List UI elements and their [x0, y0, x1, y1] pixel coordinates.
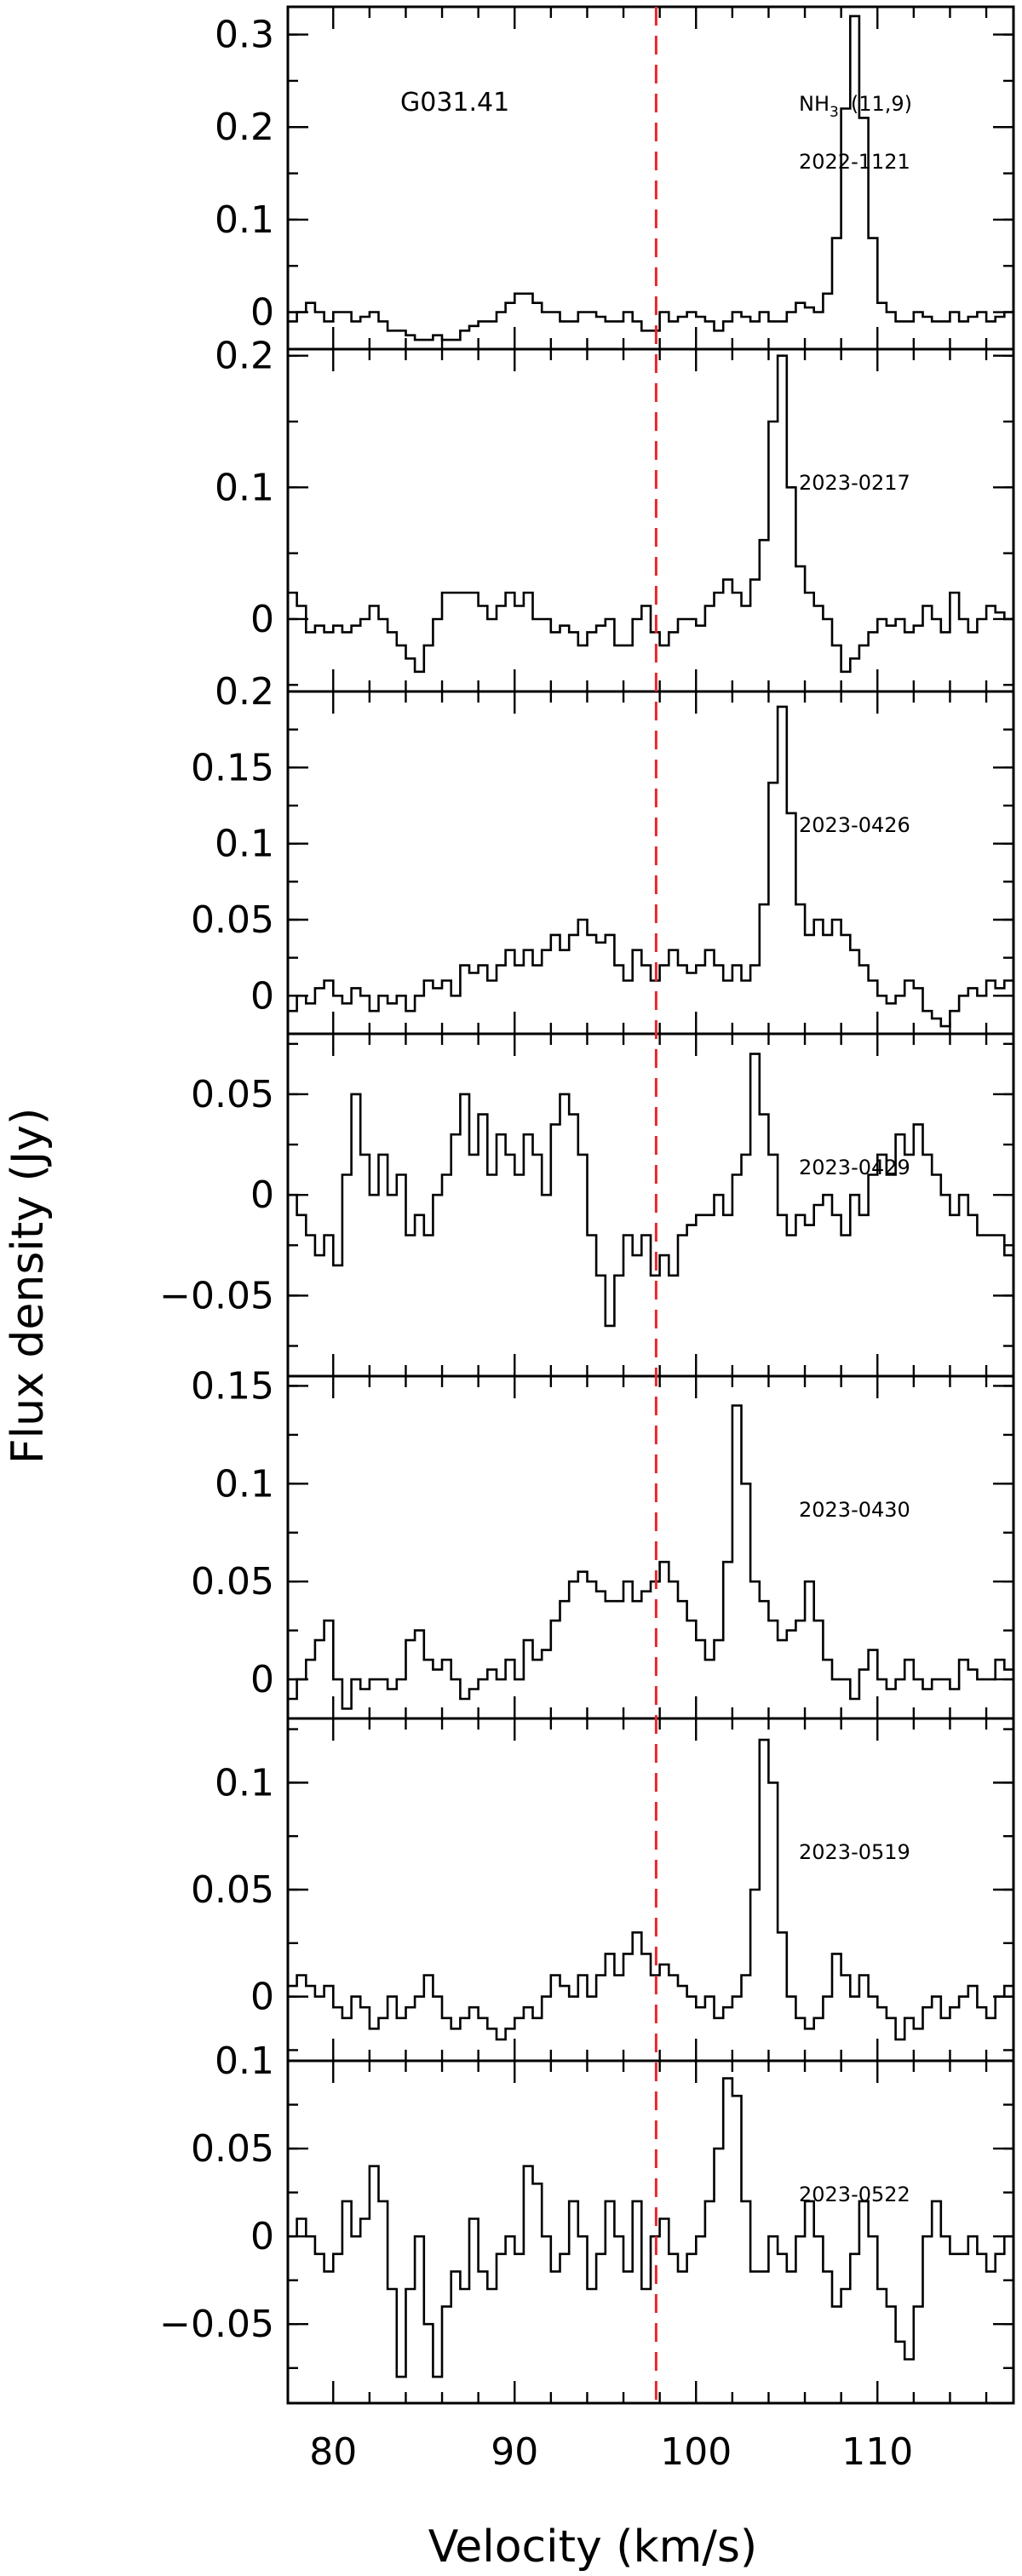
- line-species: NH: [799, 92, 830, 116]
- y-tick-label: 0.2: [215, 106, 274, 149]
- line-quantum-numbers: (11,9): [851, 92, 912, 116]
- spectrum-panel: 0 0.1 0.2 2023-0217: [215, 335, 1015, 693]
- y-tick-label: 0.1: [215, 198, 274, 242]
- spectrum-panel: 0 0.05 0.1 0.15 0.2 2023-0426: [191, 670, 1015, 1036]
- y-tick-label: 0.1: [215, 823, 274, 866]
- spectrum-trace: [288, 1738, 1015, 2041]
- x-tick-label: 100: [660, 2430, 732, 2474]
- y-tick-label: 0: [250, 2215, 274, 2258]
- y-tick-label: 0: [250, 974, 274, 1018]
- y-tick-label: 0: [250, 1976, 274, 2019]
- x-tick-label: 80: [309, 2430, 357, 2474]
- y-axis-label: Flux density (Jy): [3, 1108, 54, 1465]
- y-tick-label: 0.2: [215, 335, 274, 378]
- x-tick-label: 110: [841, 2430, 913, 2474]
- y-tick-label: 0.05: [191, 2127, 274, 2171]
- y-tick-label: 0.05: [191, 1073, 274, 1116]
- y-tick-label: −0.05: [159, 2303, 274, 2346]
- spectrum-trace: [288, 2077, 1015, 2378]
- y-tick-label: 0.1: [215, 1462, 274, 1506]
- epoch-label: 2022-1121: [799, 150, 910, 174]
- spectrum-panel: 0 0.1 0.2 0.3 2022-1121: [215, 5, 1015, 351]
- epoch-label: 2023-0522: [799, 2183, 910, 2206]
- y-tick-label: 0: [250, 598, 274, 641]
- y-tick-label: 0.15: [191, 1364, 274, 1408]
- spectrum-panel: −0.05 0 0.05 0.1 2023-0522: [159, 2040, 1015, 2405]
- source-name-label: G031.41: [400, 88, 509, 118]
- line-transition-label: NH3 (11,9): [799, 92, 912, 121]
- panels-group: 0 0.1 0.2 0.3 2022-1121 0 0.1 0.2 2023-0217 0 0.05…: [159, 5, 1015, 2405]
- spectrum-trace: [288, 1404, 1015, 1710]
- y-tick-label: 0.2: [215, 670, 274, 714]
- spectrum-panel: 0 0.05 0.1 0.15 2023-0430: [191, 1364, 1015, 1720]
- y-tick-label: 0.15: [191, 746, 274, 789]
- panel-frame: [286, 1032, 1015, 1378]
- y-tick-label: 0: [250, 291, 274, 335]
- y-tick-label: 0.05: [191, 898, 274, 942]
- epoch-label: 2023-0429: [799, 1156, 910, 1179]
- epoch-label: 2023-0217: [799, 471, 910, 495]
- x-tick-label: 90: [491, 2430, 538, 2474]
- y-tick-label: 0.05: [191, 1868, 274, 1912]
- spectrum-panel: 0 0.05 0.1 2023-0519: [191, 1717, 1015, 2063]
- line-species-subscript: 3: [830, 104, 839, 121]
- y-tick-label: 0: [250, 1173, 274, 1217]
- spectrum-panel: −0.05 0 0.05 2023-0429: [159, 1032, 1015, 1378]
- epoch-label: 2023-0519: [799, 1840, 910, 1864]
- y-tick-label: 0.1: [215, 1761, 274, 1804]
- spectrum-trace: [288, 354, 1015, 674]
- panel-frame: [286, 5, 1015, 351]
- y-tick-label: 0.1: [215, 466, 274, 509]
- y-tick-label: 0.3: [215, 14, 274, 57]
- y-tick-label: 0.05: [191, 1560, 274, 1604]
- y-tick-label: −0.05: [159, 1274, 274, 1317]
- spectrum-trace: [288, 705, 1015, 1028]
- y-tick-label: 0.1: [215, 2040, 274, 2083]
- x-axis-label: Velocity (km/s): [428, 2521, 757, 2573]
- spectrum-trace: [288, 1053, 1013, 1328]
- x-tick-labels: 80 90 100 110: [309, 2430, 913, 2474]
- y-tick-label: 0: [250, 1658, 274, 1701]
- epoch-label: 2023-0426: [799, 813, 910, 837]
- epoch-label: 2023-0430: [799, 1498, 910, 1522]
- spectrum-trace: [288, 14, 1015, 341]
